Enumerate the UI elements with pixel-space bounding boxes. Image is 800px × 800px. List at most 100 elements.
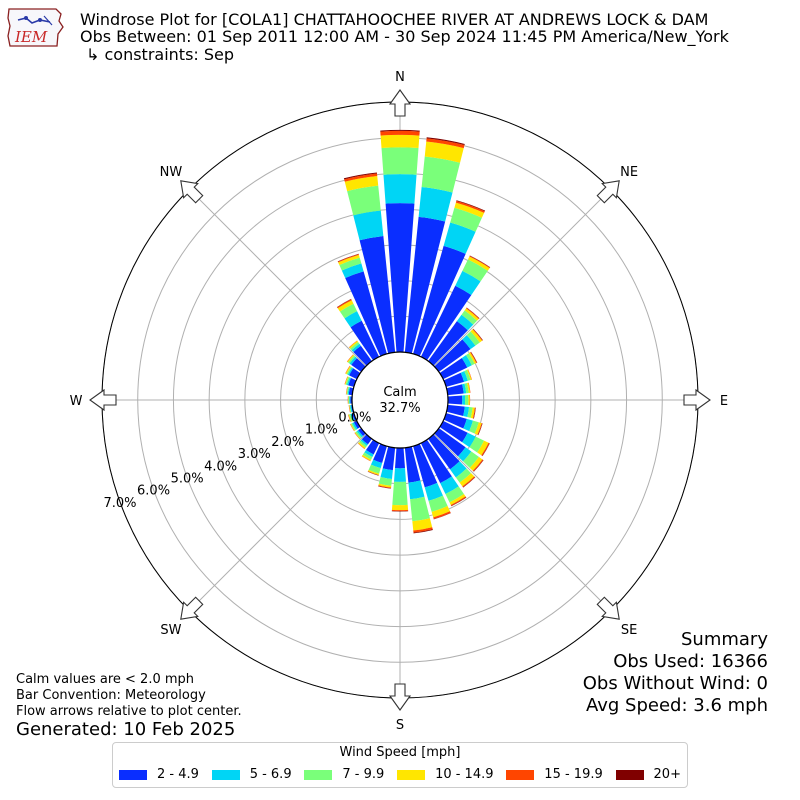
windrose-bar-segment	[367, 471, 379, 476]
windrose-bar-segment	[477, 423, 483, 436]
windrose-bar-segment	[356, 430, 364, 438]
windrose-bar-segment	[348, 414, 352, 423]
grid-spoke	[188, 399, 401, 612]
windrose-bar-segment	[463, 406, 470, 418]
windrose-bar-segment	[474, 422, 482, 435]
windrose-bar-segment	[352, 422, 358, 430]
windrose-bar-segment	[378, 483, 392, 488]
legend-item: 7 - 9.9	[304, 767, 384, 782]
chart-subtitle-constraints: ↳ constraints: Sep	[86, 45, 235, 64]
windrose-bar-segment	[351, 358, 366, 372]
windrose-bar-segment	[470, 351, 478, 363]
windrose-bar-segment	[467, 407, 473, 418]
windrose-bar-segment	[454, 202, 485, 218]
windrose-bar-segment	[341, 263, 364, 279]
legend-label: 20+	[653, 767, 681, 782]
windrose-bar-segment	[466, 382, 471, 394]
windrose-bar-segment	[433, 511, 451, 520]
calm-label: Calm	[383, 385, 416, 400]
windrose-bar-segment	[349, 414, 353, 422]
windrose-bar-segment	[345, 271, 387, 357]
windrose-bar-segment	[337, 299, 352, 309]
radial-tick-label: 5.0%	[171, 471, 204, 486]
windrose-bar-segment	[410, 496, 430, 522]
summary-avg-speed: Avg Speed: 3.6 mph	[586, 695, 768, 716]
windrose-bar-segment	[347, 354, 355, 363]
flow-arrow-icon	[596, 596, 620, 620]
generated-date: Generated: 10 Feb 2025	[16, 719, 236, 740]
summary-obs-without-wind: Obs Without Wind: 0	[582, 673, 768, 694]
windrose-bar-segment	[393, 468, 407, 482]
windrose-bar-segment	[456, 200, 486, 212]
legend-swatch	[211, 769, 240, 780]
windrose-bar-segment	[368, 469, 380, 476]
windrose-bar-segment	[426, 137, 465, 146]
windrose-bar-segment	[413, 527, 433, 533]
legend-title: Wind Speed [mph]	[339, 745, 461, 760]
windrose-bar-segment	[469, 394, 471, 406]
windrose-bar-segment	[348, 396, 350, 404]
grid-spoke	[399, 188, 612, 401]
windrose-bar-segment	[355, 431, 362, 439]
windrose-bar-segment	[463, 418, 473, 432]
windrose-bar-segment	[378, 486, 392, 489]
summary-obs-used: Obs Used: 16366	[613, 651, 768, 672]
windrose-bar-segment	[353, 345, 372, 366]
windrose-bar-segment	[344, 376, 348, 385]
windrose-bar-segment	[404, 216, 446, 354]
windrose-bar-segment	[362, 452, 373, 460]
legend-swatch	[615, 769, 644, 780]
windrose-bar-segment	[350, 413, 355, 422]
windrose-bar-segment	[457, 447, 472, 462]
radial-tick-label: 3.0%	[238, 447, 271, 462]
windrose-bar-segment	[345, 376, 350, 385]
windrose-bar-segment	[394, 447, 406, 469]
windrose-bar-segment	[473, 328, 483, 341]
windrose-bar-segment	[462, 259, 488, 282]
windrose-bar-segment	[343, 172, 377, 180]
windrose-bar-segment	[469, 436, 485, 453]
windrose-bar-segment	[455, 468, 472, 483]
windrose-bar-segment	[466, 331, 480, 346]
windrose-bar-segment	[347, 387, 351, 395]
note-flow-arrows: Flow arrows relative to plot center.	[16, 704, 242, 719]
windrose-bar-segment	[421, 156, 461, 193]
windrose-bar-segment	[348, 355, 356, 364]
windrose-bar-segment	[481, 442, 490, 456]
windrose-bar-segment	[426, 138, 465, 149]
windrose-bar-segment	[404, 446, 421, 483]
windrose-bar-segment	[349, 405, 351, 413]
radial-tick-label: 0.0%	[338, 410, 371, 425]
legend-item: 20+	[615, 767, 681, 782]
note-calm-values: Calm values are < 2.0 mph	[16, 672, 195, 687]
windrose-bar-segment	[347, 185, 381, 216]
windrose-bar-segment	[353, 210, 384, 241]
windrose-bar-segment	[434, 428, 466, 457]
windrose-bar-segment	[462, 432, 476, 448]
windrose-bar-segment	[361, 434, 372, 445]
windrose-bar-segment	[354, 432, 361, 439]
windrose-bar-segment	[373, 443, 387, 464]
windrose-bar-segment	[420, 439, 452, 484]
windrose-bar-segment	[469, 420, 479, 434]
flow-arrow-icon	[683, 388, 711, 412]
windrose-bar-segment	[462, 395, 466, 405]
note-bar-convention: Bar Convention: Meteorology	[16, 688, 206, 703]
grid-spoke	[188, 188, 401, 401]
direction-label: S	[396, 718, 404, 733]
windrose-bar-segment	[466, 307, 480, 319]
direction-label: NW	[160, 165, 183, 180]
windrose-bar-segment	[347, 367, 354, 376]
calm-value: 32.7%	[379, 401, 420, 416]
windrose-bar-segment	[391, 504, 409, 511]
windrose-bar-segment	[361, 455, 371, 462]
windrose-bar-segment	[462, 476, 476, 488]
windrose-bar-segment	[455, 200, 485, 213]
windrose-bar-segment	[413, 443, 438, 488]
windrose-bar-segment	[459, 473, 475, 487]
windrose-bar-segment	[464, 394, 469, 406]
windrose-bar-segment	[339, 303, 358, 319]
windrose-bar-segment	[462, 383, 467, 394]
